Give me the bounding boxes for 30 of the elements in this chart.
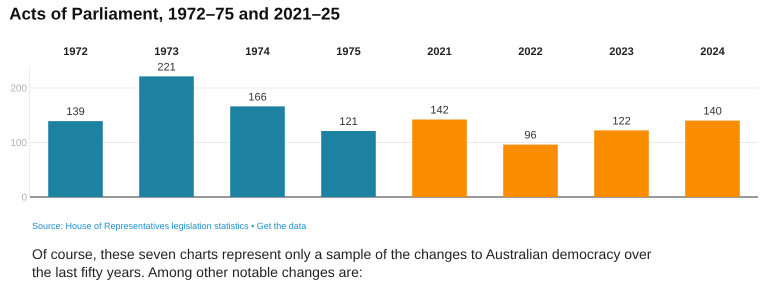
data-label: 96 bbox=[524, 130, 537, 142]
bar bbox=[48, 121, 103, 197]
bar bbox=[594, 130, 649, 197]
x-tick-label: 1972 bbox=[63, 46, 88, 58]
data-label: 121 bbox=[339, 116, 358, 128]
x-tick-label: 2023 bbox=[609, 46, 634, 58]
x-tick-label: 2022 bbox=[518, 46, 543, 58]
y-tick-label: 0 bbox=[21, 192, 28, 204]
bar bbox=[139, 76, 194, 197]
data-label: 166 bbox=[248, 91, 267, 104]
bar bbox=[412, 119, 467, 197]
x-tick-label: 1973 bbox=[154, 46, 179, 58]
data-label: 122 bbox=[612, 115, 631, 128]
x-tick-label: 1975 bbox=[336, 46, 361, 58]
bar bbox=[685, 120, 740, 197]
data-label: 221 bbox=[157, 61, 176, 74]
bar bbox=[321, 130, 376, 197]
x-tick-label: 1974 bbox=[245, 46, 271, 58]
bar bbox=[230, 106, 285, 197]
text: Of course, these seven charts represent only a sample of the changes to Australian democracy over the last fifty years. Among other notable changes are: bbox=[32, 246, 652, 280]
data-label: 139 bbox=[66, 106, 85, 118]
bar bbox=[503, 144, 558, 197]
x-tick-label: 2024 bbox=[700, 46, 726, 58]
data-label: 140 bbox=[703, 106, 722, 118]
x-tick-label: 2021 bbox=[427, 46, 452, 58]
chart-title: Acts of Parliament, 1972–75 and 2021–25 bbox=[9, 4, 340, 24]
y-tick-label: 100 bbox=[10, 138, 28, 149]
y-tick-label: 200 bbox=[10, 83, 28, 94]
data-label: 142 bbox=[430, 104, 449, 116]
source-note: Source: House of Representatives legislation statistics • Get the data bbox=[32, 221, 306, 231]
